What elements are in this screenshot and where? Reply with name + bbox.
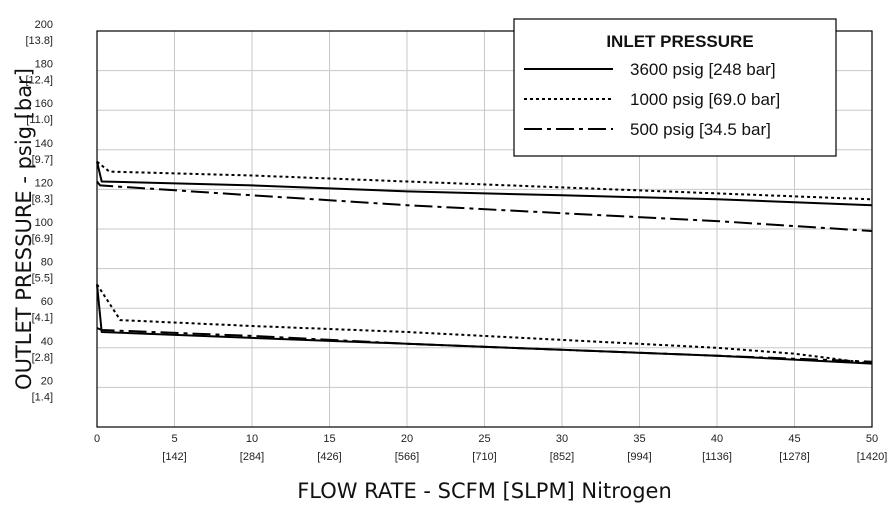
x-tick-sublabel: [284] (240, 451, 264, 463)
x-tick-label: 25 (478, 433, 490, 445)
x-tick-labels: 0 5 [142] 10 [284] 15 [426] 20 [566] 25 [710] 30 [85… (94, 433, 887, 463)
series-line-dashdot-high (96, 180, 873, 232)
legend-title: INLET PRESSURE (606, 32, 753, 51)
y-tick-label: 60 (41, 296, 53, 308)
y-tick-label: 160 (35, 98, 53, 110)
x-tick-sublabel: [1420] (857, 451, 888, 463)
y-tick-sublabel: [6.9] (32, 233, 53, 245)
y-tick-sublabel: [12.4] (25, 75, 53, 87)
y-tick-sublabel: [2.8] (32, 352, 53, 364)
y-tick-sublabel: [8.3] (32, 193, 53, 205)
legend-label: 3600 psig [248 bar] (630, 60, 776, 79)
x-tick-label: 10 (246, 433, 258, 445)
series-line-dashdot-low (96, 327, 873, 363)
legend-label: 1000 psig [69.0 bar] (630, 90, 780, 109)
series-line-solid-high (96, 161, 873, 207)
plot-frame (96, 30, 873, 428)
x-tick-label: 45 (788, 433, 800, 445)
y-tick-sublabel: [4.1] (32, 312, 53, 324)
y-tick-label: 200 (35, 19, 53, 31)
x-tick-label: 20 (401, 433, 413, 445)
x-tick-sublabel: [710] (472, 451, 496, 463)
x-tick-sublabel: [426] (317, 451, 341, 463)
y-tick-label: 40 (41, 336, 53, 348)
y-tick-label: 180 (35, 59, 53, 71)
x-tick-sublabel: [1136] (702, 451, 732, 463)
y-tick-label: 80 (41, 257, 53, 269)
y-tick-sublabel: [9.7] (32, 154, 53, 166)
y-tick-sublabel: [5.5] (32, 273, 53, 285)
series-line-dotted-high (96, 160, 873, 201)
y-tick-label: 100 (35, 217, 53, 229)
x-tick-label: 30 (556, 433, 568, 445)
y-tick-sublabel: [1.4] (32, 391, 53, 403)
x-tick-label: 35 (633, 433, 645, 445)
y-tick-sublabel: [13.8] (25, 35, 53, 47)
x-tick-sublabel: [142] (162, 451, 186, 463)
y-tick-labels: 20 [1.4] 40 [2.8] 60 [4.1] 80 [5.5] 100 [6.9] 120 [… (25, 19, 53, 403)
series-line-dotted-low (96, 283, 873, 365)
legend-label: 500 psig [34.5 bar] (630, 120, 771, 139)
x-tick-label: 0 (94, 433, 100, 445)
series-lines (96, 160, 873, 365)
x-tick-sublabel: [566] (395, 451, 419, 463)
x-tick-sublabel: [852] (550, 451, 574, 463)
y-tick-sublabel: [11.0] (26, 114, 53, 126)
x-axis-title: FLOW RATE - SCFM [SLPM] Nitrogen (297, 479, 672, 503)
x-tick-label: 5 (171, 433, 177, 445)
y-tick-label: 140 (35, 138, 53, 150)
x-tick-sublabel: [1278] (779, 451, 810, 463)
y-tick-label: 20 (41, 375, 53, 387)
legend-entries: 3600 psig [248 bar] 1000 psig [69.0 bar] 5… (524, 60, 780, 139)
x-tick-label: 40 (711, 433, 723, 445)
legend-box (513, 18, 837, 157)
x-tick-label: 15 (323, 433, 335, 445)
y-axis-title: OUTLET PRESSURE - psig [bar] (12, 68, 36, 390)
x-tick-sublabel: [994] (627, 451, 651, 463)
x-tick-label: 50 (866, 433, 878, 445)
legend: INLET PRESSURE 3600 psig [248 bar] 1000 p… (513, 18, 837, 157)
y-tick-label: 120 (35, 177, 53, 189)
